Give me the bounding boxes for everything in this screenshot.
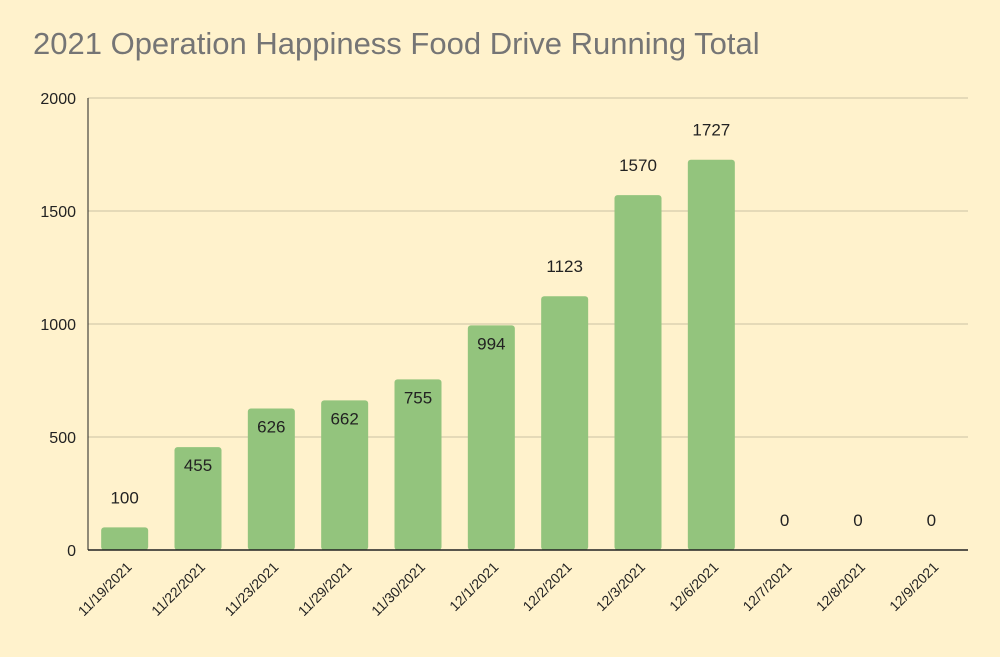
x-tick-label: 12/3/2021 [593, 559, 649, 615]
y-tick-label: 0 [67, 543, 76, 560]
data-label: 0 [780, 511, 789, 530]
y-tick-label: 2000 [40, 91, 76, 108]
bar [614, 195, 662, 550]
data-label: 626 [257, 418, 285, 437]
data-label: 994 [477, 334, 505, 353]
x-tick-label: 12/9/2021 [886, 559, 942, 615]
bar [321, 400, 369, 550]
bar [541, 296, 589, 550]
x-tick-label: 11/30/2021 [368, 559, 428, 619]
data-label: 1727 [692, 121, 730, 140]
x-tick-label: 11/22/2021 [148, 559, 208, 619]
data-label: 755 [404, 388, 432, 407]
bar [687, 159, 735, 550]
x-tick-label: 12/6/2021 [666, 559, 722, 615]
data-label: 100 [110, 488, 138, 507]
data-label: 1123 [546, 257, 583, 276]
chart-title: 2021 Operation Happiness Food Drive Runn… [33, 26, 760, 61]
y-tick-label: 1000 [40, 317, 76, 334]
x-tick-label: 12/8/2021 [813, 559, 869, 615]
x-tick-label: 11/23/2021 [221, 559, 281, 619]
data-label: 0 [927, 511, 936, 530]
x-tick-label: 12/2/2021 [519, 559, 575, 615]
x-tick-label: 12/7/2021 [739, 559, 795, 615]
data-label: 1570 [619, 156, 657, 175]
bar [247, 408, 295, 550]
data-label: 662 [330, 409, 358, 428]
data-label: 0 [853, 511, 862, 530]
x-tick-label: 11/19/2021 [75, 559, 135, 619]
bar [174, 447, 222, 550]
x-tick-label: 11/29/2021 [295, 559, 355, 619]
bars [101, 159, 735, 550]
bar [394, 379, 442, 550]
gridlines [88, 97, 968, 438]
x-tick-label: 12/1/2021 [446, 559, 502, 615]
data-label: 455 [184, 456, 212, 475]
bar [101, 527, 149, 550]
y-tick-label: 500 [49, 430, 76, 447]
bar [467, 325, 515, 550]
y-tick-label: 1500 [40, 204, 76, 221]
